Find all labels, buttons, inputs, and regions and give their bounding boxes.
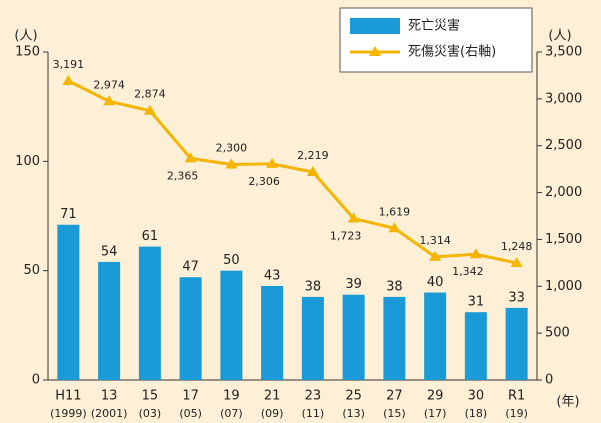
x-tick-label: 21 (264, 389, 281, 404)
bar (179, 277, 202, 380)
y2-unit: (人) (548, 29, 571, 44)
x-tick-label: 15 (142, 389, 159, 404)
y-tick-label: 150 (15, 45, 40, 60)
bar-value-label: 31 (468, 295, 485, 310)
y2-tick-label: 1,000 (545, 279, 582, 294)
bar (505, 307, 528, 380)
line-marker (388, 222, 401, 233)
bar (57, 224, 80, 380)
x-tick-sublabel: (05) (179, 407, 202, 420)
line-value-label: 2,219 (297, 149, 329, 162)
legend-swatch-marker (369, 46, 381, 56)
line-marker (266, 157, 279, 168)
line-marker (306, 166, 319, 177)
x-tick-sublabel: (03) (139, 407, 162, 420)
line-marker (184, 152, 197, 163)
y2-tick-label: 2,000 (545, 185, 582, 200)
line-value-label: 2,306 (248, 175, 280, 188)
bar-value-label: 71 (60, 207, 77, 222)
y-unit: (人) (14, 29, 37, 44)
bar-value-label: 39 (345, 277, 362, 292)
bar-value-label: 50 (223, 253, 240, 268)
bar (342, 294, 365, 380)
line-marker (225, 158, 238, 169)
bar-value-label: 47 (182, 260, 199, 275)
line-value-label: 3,191 (53, 58, 85, 71)
bar (138, 246, 161, 380)
line-marker (347, 212, 360, 223)
bar-value-label: 40 (427, 275, 444, 290)
x-tick-label: 19 (223, 389, 240, 404)
bar (98, 261, 121, 380)
legend-label: 死傷災害(右軸) (408, 44, 496, 60)
x-tick-sublabel: (18) (465, 407, 488, 420)
bar-value-label: 33 (508, 290, 525, 305)
line-marker (103, 95, 116, 106)
line-value-label: 2,974 (93, 78, 125, 91)
line-value-label: 1,314 (419, 234, 451, 247)
line-marker (510, 257, 523, 268)
y-tick-label: 0 (32, 373, 40, 388)
y2-tick-label: 500 (545, 326, 570, 341)
y2-tick-label: 1,500 (545, 232, 582, 247)
bar (301, 296, 324, 380)
x-tick-label: 27 (386, 389, 403, 404)
bar (220, 270, 243, 380)
x-tick-sublabel: (09) (261, 407, 284, 420)
x-tick-label: H11 (55, 389, 81, 404)
line-marker (62, 74, 75, 85)
x-tick-sublabel: (13) (342, 407, 365, 420)
bar (383, 296, 406, 380)
y2-tick-label: 0 (545, 373, 553, 388)
legend-label: 死亡災害 (408, 18, 460, 34)
line-value-label: 1,619 (379, 205, 411, 218)
y-tick-label: 50 (23, 263, 40, 278)
line (67, 79, 517, 265)
y2-tick-label: 2,500 (545, 138, 582, 153)
line-marker (143, 104, 156, 115)
x-tick-sublabel: (1999) (50, 407, 87, 420)
x-tick-label: 25 (345, 389, 362, 404)
y-tick-label: 100 (15, 154, 40, 169)
bar-value-label: 61 (142, 229, 159, 244)
line-value-label: 1,248 (501, 240, 533, 253)
line-value-label: 2,300 (216, 141, 248, 154)
line-marker (469, 248, 482, 259)
bar-value-label: 38 (305, 279, 322, 294)
x-tick-sublabel: (07) (220, 407, 243, 420)
bar (261, 285, 284, 380)
x-tick-sublabel: (2001) (91, 407, 128, 420)
line-value-label: 1,723 (330, 230, 362, 243)
x-tick-label: R1 (508, 389, 525, 404)
line-value-label: 1,342 (452, 265, 484, 278)
line-marker (429, 250, 442, 261)
x-tick-sublabel: (15) (383, 407, 406, 420)
legend-swatch (350, 18, 400, 34)
x-tick-label: 29 (427, 389, 444, 404)
x-tick-sublabel: (11) (302, 407, 325, 420)
line-value-label: 2,365 (167, 169, 199, 182)
x-tick-label: 23 (305, 389, 322, 404)
x-tick-label: 17 (182, 389, 199, 404)
x-tick-sublabel: (17) (424, 407, 447, 420)
bar-value-label: 38 (386, 279, 403, 294)
x-tick-label: 30 (468, 389, 485, 404)
bar-value-label: 43 (264, 268, 281, 283)
bar (464, 312, 487, 380)
line-value-label: 2,874 (134, 88, 166, 101)
x-tick-label: 13 (101, 389, 118, 404)
x-unit: (年) (556, 395, 579, 410)
y2-tick-label: 3,500 (545, 45, 582, 60)
x-tick-sublabel: (19) (505, 407, 528, 420)
bar-value-label: 54 (101, 244, 118, 259)
bar (424, 292, 447, 380)
y2-tick-label: 3,000 (545, 91, 582, 106)
